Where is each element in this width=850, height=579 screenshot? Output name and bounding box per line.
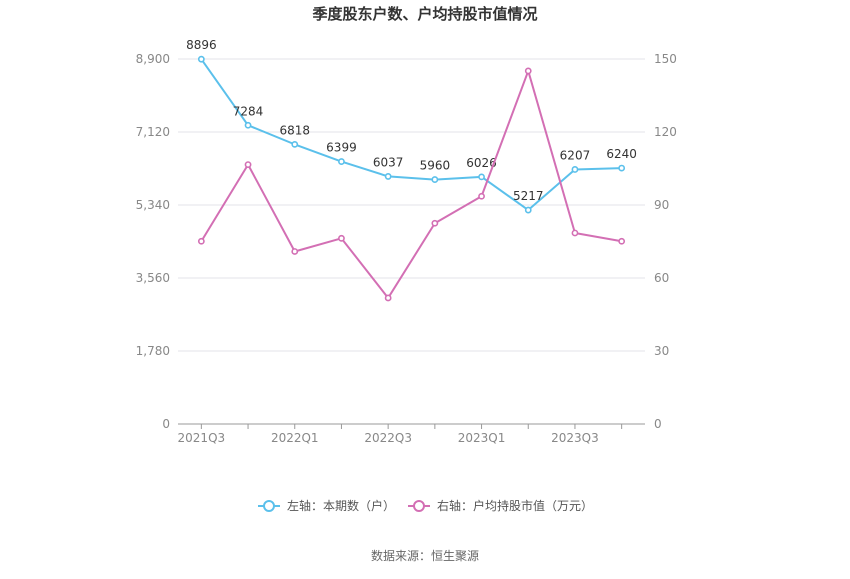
data-point bbox=[197, 237, 205, 245]
source-note: 数据来源：恒生聚源 bbox=[371, 548, 479, 563]
series-layer: 8896 7284 6818 6399 6037 5960 6026 5217 6207 6240 bbox=[186, 38, 637, 302]
y-left-tick-label: 7,120 bbox=[136, 125, 170, 139]
data-point bbox=[244, 161, 252, 169]
y-left-tick-label: 8,900 bbox=[136, 52, 170, 66]
data-point bbox=[338, 234, 345, 242]
y-right-tick-label: 30 bbox=[654, 344, 669, 358]
data-label: 5960 bbox=[420, 159, 451, 173]
series-line-1 bbox=[200, 58, 622, 212]
legend-label-1: 左轴：本期数（户） bbox=[287, 498, 395, 513]
y-left-tick-label: 5,340 bbox=[136, 198, 170, 212]
data-point bbox=[618, 164, 626, 172]
y-right-tick-label: 60 bbox=[654, 271, 669, 285]
legend-label-2: 右轴：户均持股市值（万元） bbox=[437, 498, 593, 513]
y-right-tick-label: 120 bbox=[654, 125, 677, 139]
data-point bbox=[338, 158, 345, 165]
data-point bbox=[197, 55, 205, 63]
data-label: 8896 bbox=[186, 38, 217, 52]
legend-marker-1 bbox=[263, 500, 275, 512]
data-point bbox=[571, 229, 579, 237]
data-point bbox=[431, 176, 439, 183]
data-point bbox=[291, 248, 299, 255]
data-point bbox=[478, 173, 485, 181]
data-point bbox=[571, 166, 579, 173]
data-point bbox=[478, 192, 485, 200]
legend-marker-2 bbox=[413, 500, 425, 512]
x-tick-label: 2022Q3 bbox=[364, 431, 412, 445]
x-tick-label: 2022Q1 bbox=[271, 431, 319, 445]
grid-layer bbox=[178, 58, 645, 352]
data-label: 6240 bbox=[606, 147, 637, 161]
legend: 左轴：本期数（户） 右轴：户均持股市值（万元） bbox=[258, 498, 593, 513]
y-right-tick-label: 90 bbox=[654, 198, 669, 212]
x-tick-label: 2021Q3 bbox=[178, 431, 226, 445]
data-point bbox=[291, 140, 299, 148]
series-line-2 bbox=[200, 69, 622, 299]
data-point bbox=[384, 294, 392, 302]
y-left-tick-label: 0 bbox=[162, 417, 170, 431]
y-right-tick-label: 0 bbox=[654, 417, 662, 431]
y-left-tick-label: 3,560 bbox=[136, 271, 170, 285]
data-point bbox=[524, 206, 532, 214]
data-label: 6818 bbox=[279, 123, 310, 137]
chart-title: 季度股东户数、户均持股市值情况 bbox=[312, 5, 537, 23]
data-label: 5217 bbox=[513, 189, 544, 203]
data-point bbox=[431, 219, 439, 227]
x-tick-label: 2023Q3 bbox=[551, 431, 599, 445]
data-point bbox=[384, 173, 392, 180]
data-point bbox=[618, 237, 626, 245]
data-point bbox=[244, 121, 252, 129]
data-label: 7284 bbox=[233, 104, 264, 118]
data-label: 6399 bbox=[326, 141, 357, 155]
y-left-tick-label: 1,780 bbox=[136, 344, 170, 358]
y-right-tick-label: 150 bbox=[654, 52, 677, 66]
data-label: 6037 bbox=[373, 155, 404, 169]
data-point bbox=[524, 67, 532, 75]
data-label: 6026 bbox=[466, 156, 497, 170]
data-label: 6207 bbox=[560, 148, 591, 162]
x-tick-label: 2023Q1 bbox=[458, 431, 506, 445]
axes-layer: 0 0 1,780 30 3,560 60 5,340 90 7,120 120 8,900 150 2… bbox=[136, 52, 677, 445]
